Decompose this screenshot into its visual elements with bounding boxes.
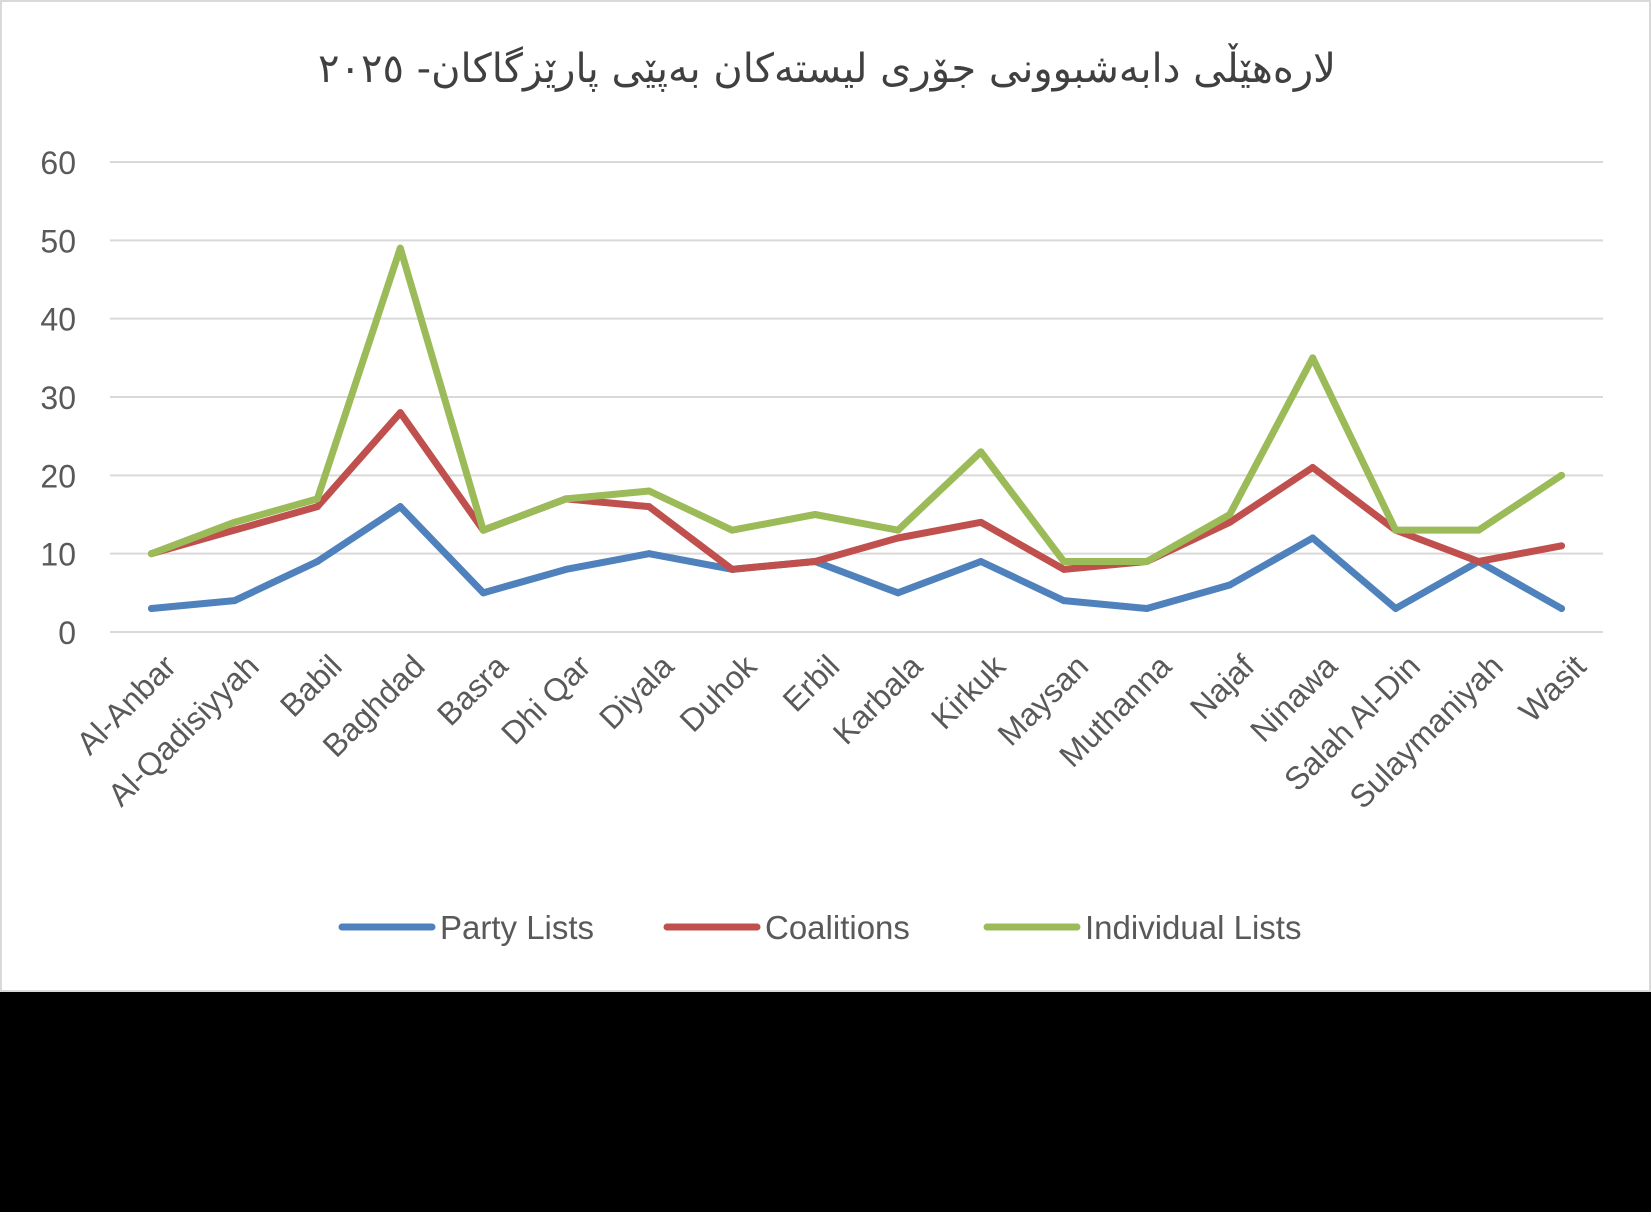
data-point	[230, 526, 238, 534]
y-tick-label: 20	[40, 458, 76, 494]
series-line-1	[147, 409, 1566, 573]
data-point	[894, 589, 902, 597]
data-point	[562, 495, 570, 503]
data-point	[230, 518, 238, 526]
data-point	[396, 244, 404, 252]
data-point	[1309, 354, 1317, 362]
data-point	[479, 589, 487, 597]
data-point	[645, 487, 653, 495]
legend: Party Lists Coalitions Individual Lists	[338, 909, 1301, 946]
line-chart: لارەهێڵی دابەشبوونی جۆری لیستەکان بەپێی …	[40, 43, 1603, 946]
gridlines	[110, 161, 1603, 633]
data-point	[396, 409, 404, 417]
data-point	[977, 448, 985, 456]
data-point	[230, 597, 238, 605]
data-point	[396, 503, 404, 511]
data-point	[1226, 518, 1234, 526]
data-point	[1475, 526, 1483, 534]
data-point	[645, 550, 653, 558]
data-point	[977, 518, 985, 526]
legend-label: Party Lists	[440, 909, 594, 946]
x-tick-label: Karbala	[826, 648, 930, 752]
series-line-2	[147, 244, 1566, 565]
data-point	[1558, 542, 1566, 550]
data-point	[1060, 558, 1068, 565]
y-tick-label: 40	[40, 302, 76, 338]
data-point	[728, 565, 736, 573]
y-tick-label: 10	[40, 537, 76, 573]
x-tick-label: Wasit	[1512, 648, 1593, 729]
data-point	[1392, 605, 1400, 612]
series-lines	[147, 244, 1566, 612]
data-point	[1475, 558, 1483, 565]
data-point	[147, 605, 155, 612]
data-point	[479, 526, 487, 534]
y-tick-label: 30	[40, 380, 76, 416]
y-tick-label: 50	[40, 223, 76, 259]
data-point	[1392, 526, 1400, 534]
data-point	[1558, 605, 1566, 612]
y-axis-ticks: 0 10 20 30 40 50 60	[40, 145, 76, 651]
data-point	[1558, 471, 1566, 479]
data-point	[811, 558, 819, 565]
legend-label: Coalitions	[765, 909, 910, 946]
data-point	[728, 526, 736, 534]
data-point	[1226, 511, 1234, 518]
x-tick-label: Dhi Qar	[494, 648, 598, 752]
x-tick-label: Erbil	[776, 648, 847, 719]
data-point	[645, 503, 653, 511]
chart-title: لارەهێڵی دابەشبوونی جۆری لیستەکان بەپێی …	[318, 43, 1336, 92]
bottom-band	[0, 992, 1651, 1212]
data-point	[1060, 597, 1068, 605]
data-point	[1060, 565, 1068, 573]
y-tick-label: 0	[58, 615, 76, 651]
x-tick-label: Duhok	[673, 647, 765, 739]
data-point	[1143, 605, 1151, 612]
x-tick-label: Diyala	[592, 648, 680, 736]
data-point	[977, 558, 985, 565]
legend-label: Individual Lists	[1085, 909, 1301, 946]
x-tick-label: Najaf	[1183, 648, 1261, 726]
data-point	[313, 495, 321, 503]
data-point	[313, 558, 321, 565]
chart-area: لارەهێڵی دابەشبوونی جۆری لیستەکان بەپێی …	[0, 0, 1651, 992]
data-point	[1226, 581, 1234, 589]
series-line-0	[147, 503, 1566, 612]
data-point	[1309, 534, 1317, 542]
data-point	[894, 526, 902, 534]
x-tick-label: Babil	[273, 648, 349, 724]
data-point	[1143, 558, 1151, 565]
y-tick-label: 60	[40, 145, 76, 181]
data-point	[147, 550, 155, 558]
data-point	[811, 511, 819, 518]
data-point	[1309, 464, 1317, 471]
data-point	[894, 534, 902, 542]
data-point	[562, 565, 570, 573]
data-point	[313, 503, 321, 511]
